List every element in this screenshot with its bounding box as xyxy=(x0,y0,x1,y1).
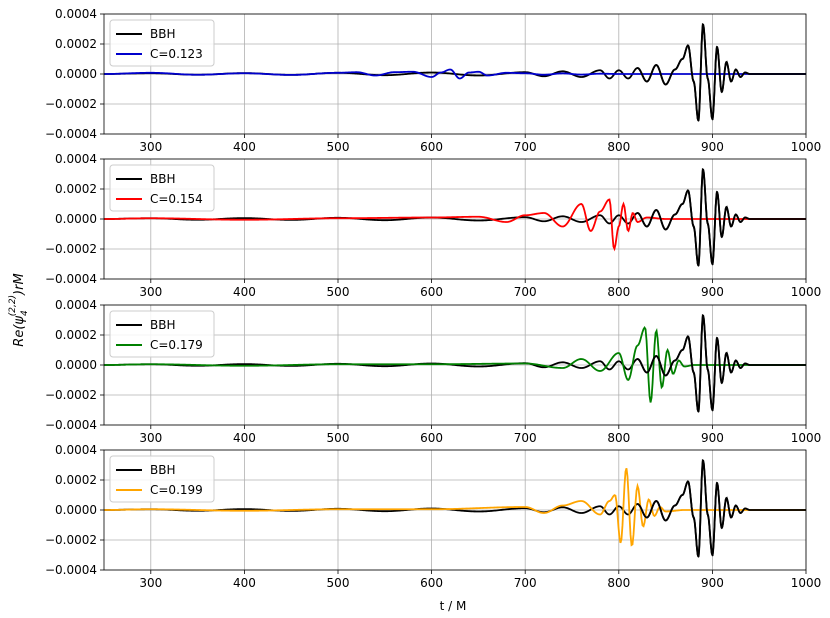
legend-entry: BBH xyxy=(150,27,176,41)
y-tick-label: 0.0000 xyxy=(55,358,97,372)
series-line-model xyxy=(104,468,806,547)
x-tick-label: 900 xyxy=(701,431,724,445)
x-tick-label: 1000 xyxy=(791,431,822,445)
legend: BBH C=0.179 xyxy=(109,310,215,358)
panel-3: 300 400 500 600 700 800 900 1000 0.0004 0.0002 0.0… xyxy=(45,298,821,445)
x-tick-label: 500 xyxy=(327,431,350,445)
legend-entry: C=0.179 xyxy=(150,338,203,352)
panel-4: 300 400 500 600 700 800 900 1000 0.0004 0.0002 0.0… xyxy=(45,443,821,590)
series-line-bbh-overlay xyxy=(637,168,806,267)
legend-entry: C=0.199 xyxy=(150,483,203,497)
legend-entry: BBH xyxy=(150,172,176,186)
series-line-model xyxy=(104,68,806,80)
legend: BBH C=0.123 xyxy=(109,19,215,67)
y-tick-label: −0.0004 xyxy=(45,272,97,286)
x-tick-label: 400 xyxy=(233,576,256,590)
x-tick-label: 300 xyxy=(139,285,162,299)
y-tick-label: −0.0004 xyxy=(45,127,97,141)
x-tick-label: 400 xyxy=(233,431,256,445)
x-tick-label: 700 xyxy=(514,431,537,445)
y-tick-label: 0.0004 xyxy=(55,152,97,166)
axes-frame xyxy=(103,158,807,280)
y-tick-label: −0.0002 xyxy=(45,533,97,547)
y-tick-label: −0.0004 xyxy=(45,563,97,577)
svg-text:Re(ψ4(2,2))rM: Re(ψ4(2,2))rM xyxy=(8,273,30,346)
x-tick-label: 700 xyxy=(514,285,537,299)
x-tick-label: 300 xyxy=(139,431,162,445)
panel-2: 300 400 500 600 700 800 900 1000 0.0004 0.0002 0.0… xyxy=(45,152,821,299)
y-tick-label: 0.0004 xyxy=(55,298,97,312)
series-line-bbh-overlay xyxy=(637,314,806,413)
x-tick-label: 800 xyxy=(607,576,630,590)
y-tick-label: 0.0004 xyxy=(55,7,97,21)
panels: 300 400 500 600 700 800 900 1000 0.0004 0.0002 0.0… xyxy=(45,7,821,590)
legend-entry: BBH xyxy=(150,463,176,477)
y-tick-label: 0.0004 xyxy=(55,443,97,457)
x-tick-label: 1000 xyxy=(791,576,822,590)
x-tick-label: 500 xyxy=(327,140,350,154)
y-axis-label: Re(ψ4(2,2))rM xyxy=(8,273,30,346)
x-tick-label: 600 xyxy=(420,431,443,445)
legend-entry: C=0.123 xyxy=(150,47,203,61)
y-tick-label: −0.0002 xyxy=(45,242,97,256)
x-tick-label: 500 xyxy=(327,576,350,590)
y-tick-label: 0.0002 xyxy=(55,473,97,487)
series-line-bbh-overlay xyxy=(637,23,806,122)
x-tick-label: 700 xyxy=(514,140,537,154)
x-tick-label: 900 xyxy=(701,576,724,590)
series-line-model xyxy=(104,198,806,252)
x-tick-label: 900 xyxy=(701,140,724,154)
x-tick-label: 600 xyxy=(420,285,443,299)
y-tick-label: −0.0002 xyxy=(45,97,97,111)
legend: BBH C=0.199 xyxy=(109,455,215,503)
x-tick-label: 800 xyxy=(607,431,630,445)
y-tick-label: 0.0000 xyxy=(55,212,97,226)
x-tick-label: 400 xyxy=(233,285,256,299)
axes-frame xyxy=(103,304,807,426)
legend: BBH C=0.154 xyxy=(109,164,215,212)
x-tick-label: 1000 xyxy=(791,140,822,154)
x-tick-label: 600 xyxy=(420,576,443,590)
x-tick-label: 1000 xyxy=(791,285,822,299)
y-tick-label: 0.0002 xyxy=(55,328,97,342)
x-tick-label: 800 xyxy=(607,140,630,154)
y-tick-label: 0.0000 xyxy=(55,503,97,517)
x-tick-label: 800 xyxy=(607,285,630,299)
legend-entry: C=0.154 xyxy=(150,192,203,206)
x-tick-label: 300 xyxy=(139,576,162,590)
y-tick-label: 0.0002 xyxy=(55,37,97,51)
x-tick-label: 900 xyxy=(701,285,724,299)
series-line-model xyxy=(104,326,806,403)
legend-entry: BBH xyxy=(150,318,176,332)
x-tick-label: 600 xyxy=(420,140,443,154)
y-tick-label: −0.0002 xyxy=(45,388,97,402)
y-tick-label: −0.0004 xyxy=(45,418,97,432)
x-tick-label: 700 xyxy=(514,576,537,590)
y-tick-label: 0.0000 xyxy=(55,67,97,81)
x-tick-label: 400 xyxy=(233,140,256,154)
y-tick-label: 0.0002 xyxy=(55,182,97,196)
x-axis-label: t / M xyxy=(440,599,467,613)
series-line-bbh-overlay xyxy=(637,459,806,558)
axes-frame xyxy=(103,449,807,571)
x-tick-label: 500 xyxy=(327,285,350,299)
x-tick-label: 300 xyxy=(139,140,162,154)
panel-1: 300 400 500 600 700 800 900 1000 0.0004 0.0002 0.0… xyxy=(45,7,821,154)
axes-frame xyxy=(103,13,807,135)
